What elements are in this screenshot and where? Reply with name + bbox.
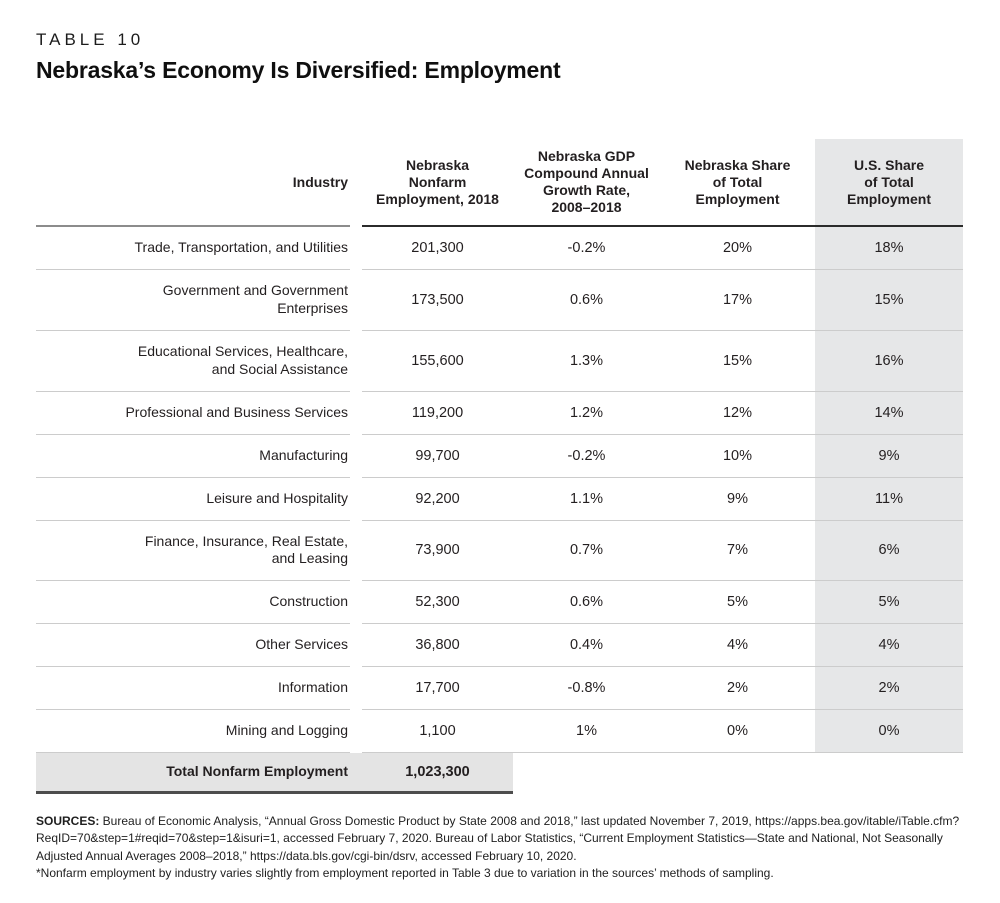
table-row: Mining and Logging 1,100 1% 0% 0% [36, 709, 963, 753]
table-row: Professional and Business Services 119,2… [36, 390, 963, 435]
table-row: Information 17,700 -0.8% 2% 2% [36, 666, 963, 710]
column-header-us-share: U.S. Share of Total Employment [815, 139, 963, 228]
table-row: Leisure and Hospitality 92,200 1.1% 9% 1… [36, 476, 963, 521]
nebraska-share-cell: 5% [660, 580, 815, 624]
total-value: 1,023,300 [362, 752, 513, 794]
table-number: TABLE 10 [36, 30, 145, 49]
column-header-nebraska-share: Nebraska Share of Total Employment [660, 139, 815, 228]
industry-cell: Trade, Transportation, and Utilities [36, 225, 350, 270]
gdp-cagr-cell: 0.6% [513, 269, 660, 331]
table-body: Trade, Transportation, and Utilities 201… [36, 225, 963, 794]
nebraska-share-cell: 15% [660, 330, 815, 392]
nebraska-share-cell: 9% [660, 476, 815, 521]
gdp-cagr-cell: 1.2% [513, 390, 660, 435]
nebraska-share-cell: 7% [660, 519, 815, 581]
nebraska-share-cell: 17% [660, 269, 815, 331]
employment-cell: 119,200 [362, 390, 513, 435]
column-header-gdp-growth-rate: Nebraska GDP Compound Annual Growth Rate… [513, 139, 660, 228]
column-header-industry: Industry [36, 139, 350, 228]
table-header: Industry Nebraska Nonfarm Employment, 20… [36, 139, 963, 228]
employment-cell: 201,300 [362, 225, 513, 270]
nebraska-share-cell: 10% [660, 433, 815, 478]
nebraska-share-cell: 4% [660, 623, 815, 667]
table-row: Government and Government Enterprises 17… [36, 269, 963, 331]
employment-table: Industry Nebraska Nonfarm Employment, 20… [36, 139, 963, 794]
employment-cell: 17,700 [362, 666, 513, 710]
industry-cell: Finance, Insurance, Real Estate, and Lea… [36, 519, 350, 581]
us-share-cell: 5% [815, 580, 963, 624]
employment-cell: 1,100 [362, 709, 513, 753]
gdp-cagr-cell: -0.8% [513, 666, 660, 710]
industry-cell: Leisure and Hospitality [36, 476, 350, 521]
gdp-cagr-cell: -0.2% [513, 433, 660, 478]
us-share-cell: 14% [815, 390, 963, 435]
gdp-cagr-cell: 1.1% [513, 476, 660, 521]
column-gap [350, 139, 362, 226]
industry-cell: Professional and Business Services [36, 390, 350, 435]
sources-label: SOURCES: [36, 813, 100, 828]
table-row: Educational Services, Healthcare, and So… [36, 330, 963, 392]
footnote-text: *Nonfarm employment by industry varies s… [36, 866, 774, 881]
table-row: Trade, Transportation, and Utilities 201… [36, 225, 963, 270]
nebraska-share-cell: 2% [660, 666, 815, 710]
industry-cell: Manufacturing [36, 433, 350, 478]
gdp-cagr-cell: 0.6% [513, 580, 660, 624]
us-share-cell: 18% [815, 225, 963, 270]
employment-cell: 73,900 [362, 519, 513, 581]
industry-cell: Educational Services, Healthcare, and So… [36, 330, 350, 392]
nebraska-share-cell: 0% [660, 709, 815, 753]
industry-cell: Mining and Logging [36, 709, 350, 753]
sources-text: SOURCES: Bureau of Economic Analysis, “A… [36, 813, 960, 863]
page-title: Nebraska’s Economy Is Diversified: Emplo… [36, 57, 561, 83]
employment-cell: 173,500 [362, 269, 513, 331]
gdp-cagr-cell: 1% [513, 709, 660, 753]
sources-block: SOURCES: Bureau of Economic Analysis, “A… [36, 813, 963, 883]
us-share-cell: 15% [815, 269, 963, 331]
us-share-cell: 16% [815, 330, 963, 392]
table-row: Manufacturing 99,700 -0.2% 10% 9% [36, 433, 963, 478]
us-share-cell: 2% [815, 666, 963, 710]
total-row: Total Nonfarm Employment 1,023,300 [36, 752, 963, 794]
total-label: Total Nonfarm Employment [36, 752, 350, 794]
table-row: Construction 52,300 0.6% 5% 5% [36, 580, 963, 624]
gdp-cagr-cell: 0.7% [513, 519, 660, 581]
us-share-cell: 6% [815, 519, 963, 581]
employment-cell: 92,200 [362, 476, 513, 521]
industry-cell: Information [36, 666, 350, 710]
gdp-cagr-cell: 1.3% [513, 330, 660, 392]
industry-cell: Other Services [36, 623, 350, 667]
column-header-nonfarm-employment: Nebraska Nonfarm Employment, 2018 [362, 139, 513, 228]
us-share-cell: 11% [815, 476, 963, 521]
employment-cell: 36,800 [362, 623, 513, 667]
table-row: Other Services 36,800 0.4% 4% 4% [36, 623, 963, 667]
industry-cell: Construction [36, 580, 350, 624]
gdp-cagr-cell: -0.2% [513, 225, 660, 270]
employment-cell: 99,700 [362, 433, 513, 478]
us-share-cell: 4% [815, 623, 963, 667]
nebraska-share-cell: 20% [660, 225, 815, 270]
us-share-cell: 0% [815, 709, 963, 753]
employment-cell: 52,300 [362, 580, 513, 624]
employment-cell: 155,600 [362, 330, 513, 392]
us-share-cell: 9% [815, 433, 963, 478]
industry-cell: Government and Government Enterprises [36, 269, 350, 331]
nebraska-share-cell: 12% [660, 390, 815, 435]
table-row: Finance, Insurance, Real Estate, and Lea… [36, 519, 963, 581]
gdp-cagr-cell: 0.4% [513, 623, 660, 667]
